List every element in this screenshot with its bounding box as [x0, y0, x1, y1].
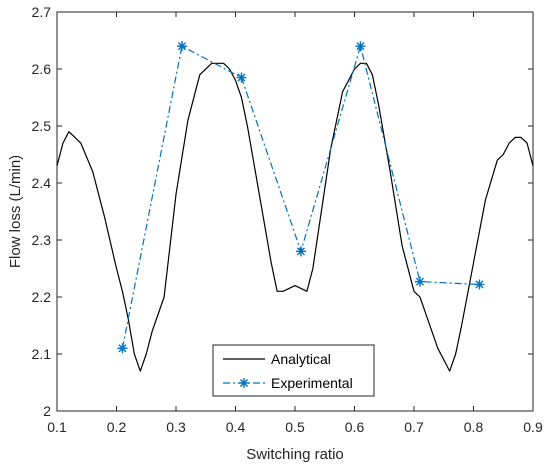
y-tick-label: 2.3	[32, 232, 52, 248]
y-axis-label: Flow loss (L/min)	[7, 155, 24, 268]
data-point-experimental	[414, 276, 425, 287]
asterisk-stroke	[475, 280, 484, 289]
legend-label-experimental: Experimental	[271, 375, 353, 391]
asterisk-stroke	[356, 42, 365, 51]
x-tick-label: 0.7	[404, 419, 424, 435]
legend-marker-experimental	[239, 378, 249, 388]
legend-label-analytical: Analytical	[271, 351, 331, 367]
axis-ticks: 0.1 0.2 0.3 0.4 0.5 0.6 0.7 0.8 0.9 2 2.1 2.2 2.3 2.4…	[32, 4, 543, 435]
y-tick-label: 2.2	[32, 289, 52, 305]
asterisk-stroke	[118, 344, 127, 353]
data-point-experimental	[176, 41, 187, 52]
x-tick-label: 0.6	[345, 419, 365, 435]
x-tick-label: 0.4	[226, 419, 246, 435]
x-tick-label: 0.2	[107, 419, 127, 435]
legend: Analytical Experimental	[212, 344, 375, 397]
y-tick-label: 2	[43, 403, 51, 419]
x-tick-label: 0.1	[47, 419, 67, 435]
legend-asterisk	[239, 378, 249, 388]
x-axis-label: Switching ratio	[246, 446, 344, 463]
y-tick-label: 2.6	[32, 61, 52, 77]
asterisk-stroke	[177, 42, 186, 51]
x-tick-label: 0.3	[166, 419, 186, 435]
x-tick-label: 0.5	[285, 419, 305, 435]
y-tick-label: 2.4	[32, 175, 52, 191]
data-point-experimental	[295, 246, 306, 257]
series-line-analytical	[56, 62, 534, 372]
y-tick-label: 2.7	[32, 4, 52, 20]
data-point-experimental	[236, 72, 247, 83]
y-tick-label: 2.5	[32, 118, 52, 134]
data-point-experimental	[117, 343, 128, 354]
asterisk-stroke	[237, 73, 246, 82]
x-tick-label: 0.8	[464, 419, 484, 435]
data-point-experimental	[474, 279, 485, 290]
asterisk-stroke	[296, 247, 305, 256]
x-tick-label: 0.9	[523, 419, 543, 435]
asterisk-stroke	[415, 277, 424, 286]
asterisk-stroke	[239, 378, 249, 388]
data-series	[56, 41, 534, 372]
data-point-experimental	[355, 41, 366, 52]
legend-box	[212, 344, 375, 397]
y-tick-label: 2.1	[32, 346, 52, 362]
